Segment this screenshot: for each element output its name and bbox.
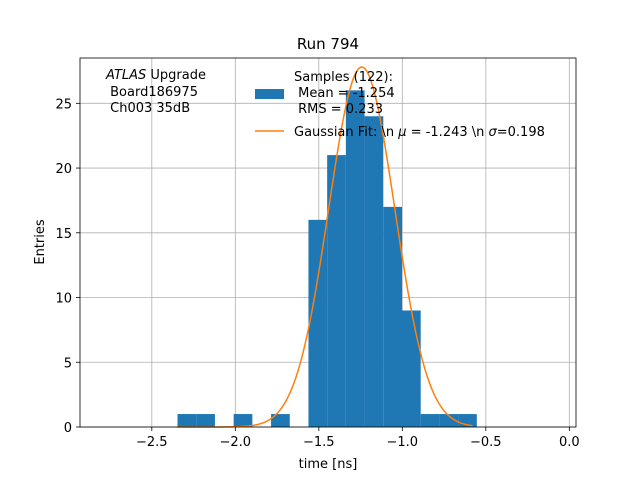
x-tick-label-3: −1.0 [387, 435, 419, 450]
histogram-bar-5 [271, 414, 290, 427]
legend-samples-line-3: RMS = 0.233 [294, 102, 383, 117]
legend-fit-mu: μ [397, 125, 406, 140]
histogram-bar-3 [233, 414, 253, 427]
legend-fit-text-c: =0.198 [497, 125, 545, 140]
histogram-bar-14 [439, 414, 459, 427]
upgrade-word: Upgrade [146, 68, 206, 83]
plot-frame [79, 57, 577, 428]
histogram-bar-1 [196, 414, 215, 427]
atlas-annotation: ATLAS Upgrade Board186975 Ch003 35dB [105, 68, 206, 116]
legend-fit-label: Gaussian Fit: \n μ = -1.243 \n σ=0.198 [294, 125, 545, 140]
atlas-word: ATLAS [105, 68, 146, 83]
histogram-bars [177, 90, 477, 428]
y-axis-ticks: 0 5 10 15 20 25 [55, 97, 80, 436]
histogram-bar-10 [364, 116, 384, 428]
legend-fit-text-b: = -1.243 \n [407, 125, 489, 140]
histogram-bar-0 [177, 414, 197, 427]
y-tick-label-1: 5 [64, 356, 72, 371]
board-label: Board186975 [106, 85, 198, 100]
y-tick-label-4: 20 [55, 162, 72, 177]
legend-fit-sigma: σ [489, 125, 498, 140]
histogram-bar-11 [383, 206, 402, 427]
y-tick-label-0: 0 [64, 421, 72, 436]
histogram-bar-12 [401, 310, 421, 427]
y-tick-label-5: 25 [55, 97, 72, 112]
x-tick-label-5: 0.0 [559, 435, 580, 450]
x-axis-label: time [ns] [299, 457, 358, 472]
histogram-bar-8 [327, 155, 346, 427]
x-tick-label-2: −1.5 [303, 435, 335, 450]
histogram-bar-9 [345, 90, 365, 428]
chart-title: Run 794 [297, 35, 359, 53]
y-tick-label-2: 10 [55, 292, 72, 307]
x-tick-label-1: −2.0 [220, 435, 252, 450]
legend-samples-line-2: Mean = -1.254 [294, 86, 395, 101]
x-tick-label-4: −0.5 [470, 435, 502, 450]
atlas-label: ATLAS Upgrade [105, 68, 206, 83]
legend-fit-text-a: Gaussian Fit: \n [294, 125, 398, 140]
histogram-bar-7 [308, 219, 328, 427]
x-tick-label-0: −2.5 [136, 435, 168, 450]
y-axis-label: Entries [33, 219, 48, 265]
histogram-bar-13 [420, 414, 440, 427]
channel-label: Ch003 35dB [106, 101, 190, 116]
x-axis-ticks: −2.5 −2.0 −1.5 −1.0 −0.5 0.0 [136, 427, 580, 450]
legend-swatch-samples [255, 89, 284, 99]
y-tick-label-3: 15 [55, 227, 72, 242]
legend-samples-line-1: Samples (122): [294, 70, 393, 85]
legend: Samples (122): Mean = -1.254 RMS = 0.233… [255, 70, 545, 140]
